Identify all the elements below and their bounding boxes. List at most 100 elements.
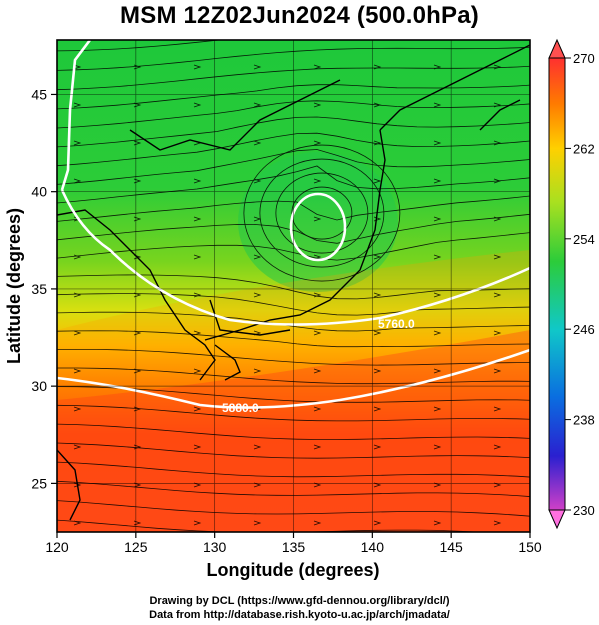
- flow-arrow: [373, 330, 382, 336]
- flow-arrow: [493, 140, 502, 146]
- streamline: [57, 132, 530, 167]
- streamline: [57, 311, 530, 332]
- flow-arrow: [193, 254, 202, 260]
- streamline: [57, 149, 530, 185]
- flow-arrow: [193, 64, 202, 70]
- streamline: [57, 404, 530, 422]
- streamline: [57, 386, 530, 403]
- flow-arrow: [253, 254, 262, 260]
- streamline: [57, 349, 530, 366]
- flow-arrow: [493, 406, 502, 412]
- y-axis: 25 30 35 40 45: [31, 86, 57, 491]
- flow-arrow: [313, 444, 322, 450]
- streamline: [57, 232, 530, 261]
- flow-arrow: [73, 254, 82, 260]
- streamline: [57, 480, 530, 497]
- flow-arrow: [253, 368, 262, 374]
- flow-arrow: [433, 444, 442, 450]
- streamline: [57, 330, 530, 348]
- x-tick-label: 150: [518, 539, 542, 555]
- flow-arrow: [433, 102, 442, 108]
- flow-arrow: [493, 254, 502, 260]
- colorbar-tick-label: 230: [573, 503, 595, 518]
- y-tick-label: 30: [31, 378, 47, 394]
- colorbar-tick-label: 238: [573, 413, 595, 428]
- flow-arrow: [373, 140, 382, 146]
- streamline: [57, 423, 530, 440]
- flow-arrow: [373, 444, 382, 450]
- height-contours: [57, 40, 530, 409]
- x-tick-label: 140: [361, 539, 385, 555]
- x-axis: 120 125 130 135 140 145 150: [45, 532, 542, 555]
- flow-arrow: [73, 292, 82, 298]
- flow-arrow: [73, 102, 82, 108]
- flow-arrow: [193, 330, 202, 336]
- flow-arrow: [313, 102, 322, 108]
- flow-arrow: [433, 254, 442, 260]
- flow-arrow: [193, 178, 202, 184]
- flow-arrow: [433, 406, 442, 412]
- streamline: [57, 213, 530, 244]
- flow-arrow: [493, 292, 502, 298]
- flow-arrow: [493, 64, 502, 70]
- flow-arrow: [493, 444, 502, 450]
- flow-arrow: [73, 368, 82, 374]
- chart-title: MSM 12Z02Jun2024 (500.0hPa): [120, 2, 479, 29]
- y-tick-label: 45: [31, 86, 47, 102]
- flow-arrow: [253, 444, 262, 450]
- flow-arrow: [433, 330, 442, 336]
- y-tick-label: 40: [31, 184, 47, 200]
- flow-arrow: [253, 64, 262, 70]
- streamline: [57, 165, 530, 204]
- y-tick-label: 25: [31, 475, 47, 491]
- colorbar-tick-label: 262: [573, 141, 595, 156]
- coastlines: [57, 44, 530, 521]
- swirl-streamline: [291, 186, 353, 240]
- flow-arrow: [493, 102, 502, 108]
- flow-arrow: [373, 64, 382, 70]
- colorbar-tick-label: 270: [573, 51, 595, 66]
- x-axis-label: Longitude (degrees): [206, 560, 379, 580]
- flow-arrow: [73, 330, 82, 336]
- flow-arrow: [433, 292, 442, 298]
- contour-label-5760: 5760.0: [378, 317, 415, 331]
- flow-arrow: [313, 368, 322, 374]
- wind-streamlines: [57, 40, 530, 532]
- swirl-streamline: [275, 172, 369, 254]
- flow-arrow: [73, 520, 82, 526]
- streamline: [57, 40, 223, 52]
- colorbar: 270 262 254 246 238 230: [548, 38, 595, 530]
- colorbar-tick-label: 246: [573, 322, 595, 337]
- y-tick-label: 35: [31, 281, 47, 297]
- flow-arrow: [73, 444, 82, 450]
- flow-arrow: [433, 520, 442, 526]
- flow-arrow: [433, 178, 442, 184]
- flow-arrow: [313, 64, 322, 70]
- credit-line-1: Drawing by DCL (https://www.gfd-dennou.o…: [149, 595, 450, 607]
- flow-arrow: [373, 520, 382, 526]
- flow-arrow: [193, 102, 202, 108]
- flow-arrow: [193, 292, 202, 298]
- swirl-streamline: [243, 144, 401, 282]
- swirl-streamline: [259, 158, 385, 268]
- flow-arrow: [313, 140, 322, 146]
- flow-arrow: [73, 406, 82, 412]
- streamline: [57, 116, 530, 148]
- flow-arrow: [253, 178, 262, 184]
- streamline: [57, 461, 530, 478]
- credit-line-2: Data from http://database.rish.kyoto-u.a…: [149, 609, 450, 621]
- x-tick-label: 125: [124, 539, 148, 555]
- flow-arrow: [193, 520, 202, 526]
- x-tick-label: 135: [282, 539, 306, 555]
- flow-arrow: [73, 140, 82, 146]
- flow-arrow: [373, 254, 382, 260]
- flow-arrow: [373, 406, 382, 412]
- flow-arrow: [433, 368, 442, 374]
- flow-arrow: [313, 520, 322, 526]
- flow-arrow: [373, 178, 382, 184]
- flow-arrow: [253, 520, 262, 526]
- footer: Drawing by DCL (https://www.gfd-dennou.o…: [0, 594, 599, 622]
- flow-arrow: [493, 216, 502, 222]
- y-axis-label: Latitude (degrees): [4, 208, 24, 364]
